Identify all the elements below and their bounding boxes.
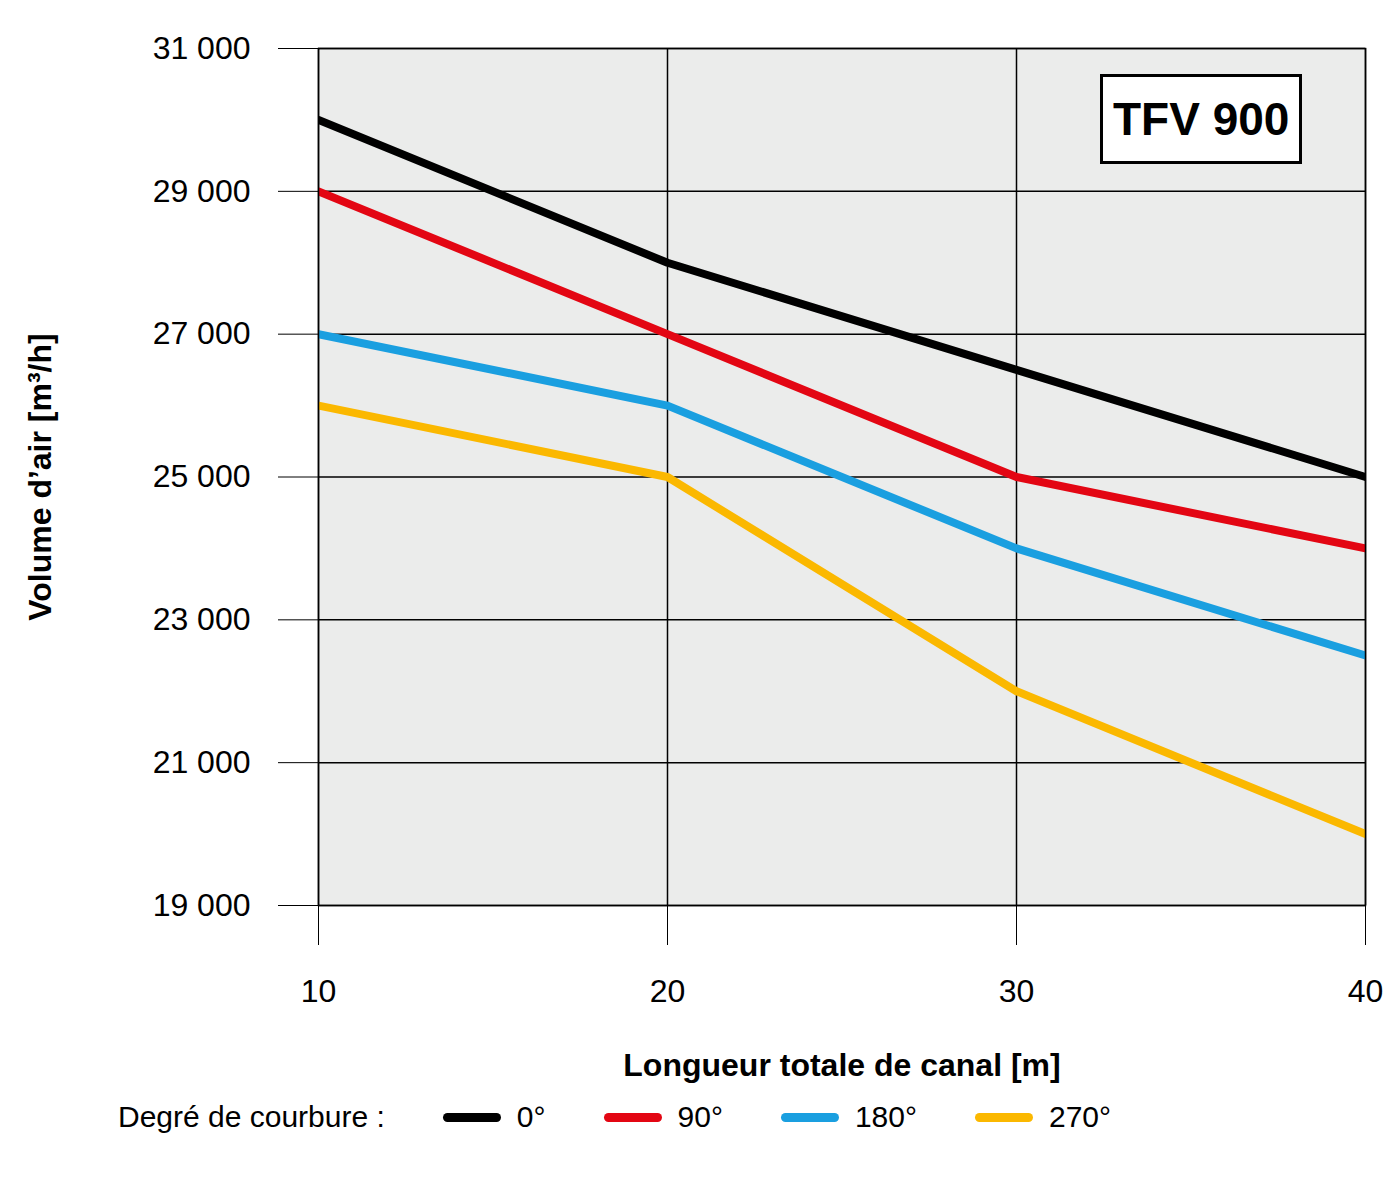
html-text:270°: 270° [1049, 1100, 1111, 1133]
svg-text:31 000: 31 000 [153, 30, 251, 66]
html-text:0°: 0° [516, 1100, 546, 1133]
svg-text:21 000: 21 000 [153, 744, 251, 780]
html-text:TFV 900: TFV 900 [1113, 93, 1290, 145]
svg-text:23 000: 23 000 [153, 601, 251, 637]
html-text:Degré de courbure :: Degré de courbure : [118, 1100, 385, 1133]
svg-text:Volume d’air [m³/h]: Volume d’air [m³/h] [22, 333, 58, 620]
svg-text:Longueur totale de canal [m]: Longueur totale de canal [m] [623, 1047, 1060, 1083]
svg-text:20: 20 [650, 973, 686, 1009]
html-text:180°: 180° [854, 1100, 917, 1133]
svg-text:30: 30 [999, 973, 1035, 1009]
svg-text:25 000: 25 000 [153, 458, 251, 494]
html-text:90°: 90° [677, 1100, 723, 1133]
svg-text:29 000: 29 000 [153, 173, 251, 209]
svg-text:40: 40 [1348, 973, 1384, 1009]
svg-text:10: 10 [301, 973, 337, 1009]
svg-text:27 000: 27 000 [153, 315, 251, 351]
svg-text:19 000: 19 000 [153, 887, 251, 923]
